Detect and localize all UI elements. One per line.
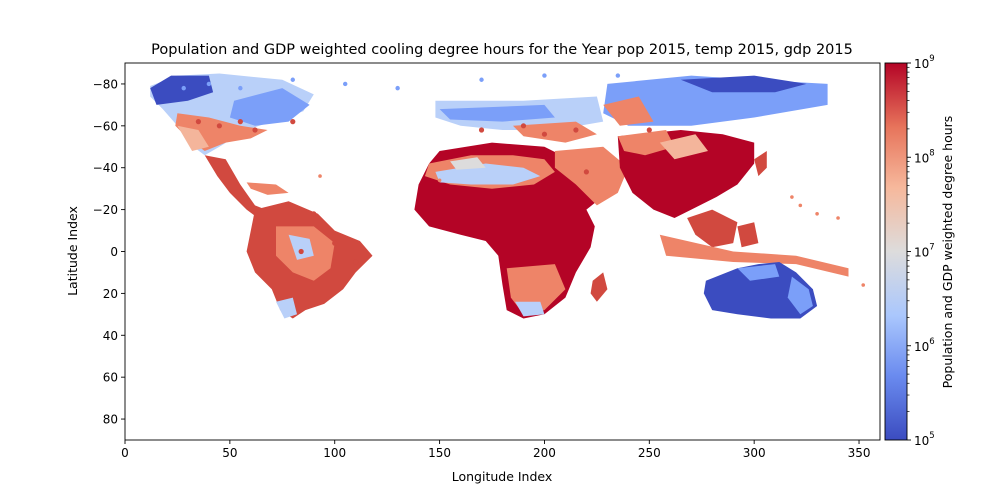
heat-spot xyxy=(298,248,304,255)
black-sea-region xyxy=(513,121,597,143)
heat-spot xyxy=(353,259,359,265)
x-tick-label: 350 xyxy=(848,446,871,460)
y-tick-label: −80 xyxy=(93,77,118,91)
kazakhstan-region xyxy=(603,96,654,126)
siberia-region xyxy=(680,75,807,93)
madagascar-region xyxy=(590,272,608,302)
arctic-island xyxy=(343,81,348,87)
y-tick-label: 60 xyxy=(103,371,118,385)
x-tick-label: 100 xyxy=(323,446,346,460)
north-america-north-region xyxy=(150,75,214,105)
x-tick-label: 150 xyxy=(428,446,451,460)
y-tick-label: −20 xyxy=(93,203,118,217)
x-axis-label: Longitude Index xyxy=(452,469,553,484)
colorbar-tick-label: 109 xyxy=(914,54,935,71)
island xyxy=(798,203,803,208)
y-axis-label: Latitude Index xyxy=(65,206,80,296)
colorbar-ticks: 105 106 107 108 109 xyxy=(907,54,935,448)
amazon-interior-region xyxy=(288,234,314,260)
y-tick-label: −40 xyxy=(93,161,118,175)
heat-spot xyxy=(195,119,202,125)
x-axis: 0 50 100 150 200 250 300 350 xyxy=(121,440,870,460)
arctic-island xyxy=(542,73,547,78)
island xyxy=(318,174,322,178)
philippines-region xyxy=(737,222,759,248)
canada-region xyxy=(229,88,310,126)
arctic-island xyxy=(668,81,673,87)
x-tick-label: 200 xyxy=(533,446,556,460)
arctic-island xyxy=(238,85,243,91)
middle-east-region xyxy=(554,146,629,206)
island xyxy=(437,178,442,183)
y-tick-label: 80 xyxy=(103,413,118,427)
heat-spot xyxy=(520,123,527,129)
patagonia-region xyxy=(276,297,297,319)
colorbar-tick-label: 108 xyxy=(914,148,935,165)
arctic-island xyxy=(206,81,212,87)
southern-africa-region xyxy=(506,264,566,315)
heat-spot xyxy=(541,131,548,137)
colorbar-tick-label: 105 xyxy=(914,431,935,448)
heat-spot xyxy=(216,123,222,129)
arctic-island xyxy=(290,77,295,82)
arctic-island xyxy=(615,73,621,78)
x-tick-label: 300 xyxy=(743,446,766,460)
x-tick-label: 0 xyxy=(121,446,129,460)
heat-spot xyxy=(332,240,338,246)
y-tick-label: 0 xyxy=(110,245,118,259)
heatmap-image xyxy=(150,73,866,319)
heat-spot xyxy=(478,127,485,133)
tibet-region xyxy=(659,134,708,160)
colorbar-label: Population and GDP weighted degree hours xyxy=(940,116,955,389)
y-tick-label: 20 xyxy=(103,287,118,301)
indochina-region xyxy=(687,209,738,248)
sahara-west-region xyxy=(450,157,486,170)
australia-east-region xyxy=(787,276,813,315)
heat-spot xyxy=(646,127,652,133)
europe-north-region xyxy=(439,104,555,122)
y-axis: −80 −60 −40 −20 0 20 40 60 80 xyxy=(93,77,125,427)
island xyxy=(861,283,866,287)
central-asia-region xyxy=(617,130,675,156)
colorbar-tick-label: 106 xyxy=(914,337,935,354)
indonesia-region xyxy=(659,234,849,277)
usa-west-region xyxy=(177,125,209,151)
central-america-region xyxy=(204,155,283,223)
heat-spot xyxy=(290,119,296,125)
island xyxy=(836,216,840,220)
arctic-island xyxy=(181,85,186,91)
heat-spot xyxy=(311,211,317,217)
colorbar: 105 106 107 108 109 Population and GDP weigh… xyxy=(884,54,955,448)
x-tick-label: 250 xyxy=(638,446,661,460)
australia-north-region xyxy=(737,264,780,281)
colorbar-gradient xyxy=(884,62,908,441)
colorbar-tick-label: 107 xyxy=(914,243,935,260)
japan-region xyxy=(754,151,767,177)
heat-spot xyxy=(583,169,589,175)
island xyxy=(815,212,819,216)
australia-region xyxy=(703,262,818,319)
cape-region xyxy=(515,301,545,317)
arctic-island xyxy=(479,77,484,82)
y-tick-label: 40 xyxy=(103,329,118,343)
chart-title: Population and GDP weighted cooling degr… xyxy=(151,42,853,58)
caribbean-region xyxy=(246,182,289,195)
heat-spot xyxy=(237,119,243,125)
heat-spot xyxy=(252,127,258,133)
arctic-island xyxy=(395,85,400,91)
island xyxy=(790,195,794,199)
x-tick-label: 50 xyxy=(222,446,237,460)
heat-spot xyxy=(573,127,579,133)
y-tick-label: −60 xyxy=(93,119,118,133)
